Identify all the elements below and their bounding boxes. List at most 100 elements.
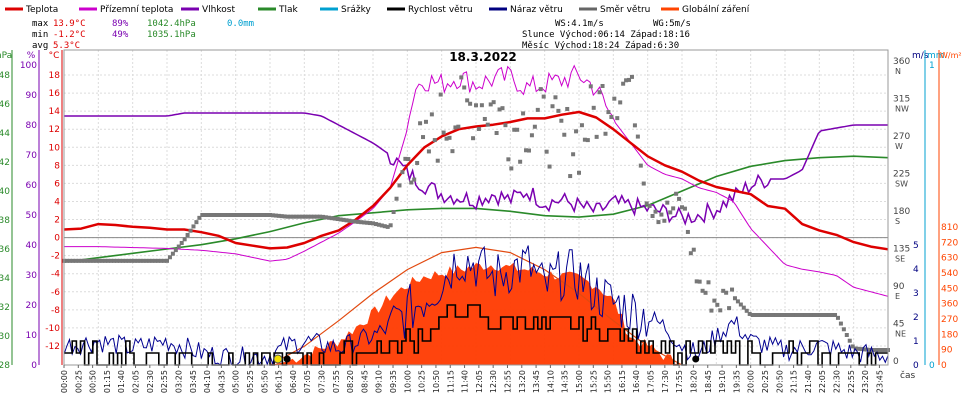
hpa-tick-label: 1034 bbox=[0, 274, 10, 284]
wind-direction-point bbox=[447, 135, 452, 140]
wind-direction-point bbox=[85, 258, 90, 263]
wind-direction-point bbox=[603, 131, 608, 136]
wind-direction-point bbox=[591, 105, 596, 110]
wind-direction-point bbox=[847, 338, 852, 343]
x-tick-label: 00:50 bbox=[89, 370, 98, 393]
wind-direction-point bbox=[329, 216, 334, 221]
wind-direction-point bbox=[691, 247, 696, 252]
x-tick-label: 03:45 bbox=[189, 370, 198, 393]
wind-direction-point bbox=[724, 290, 729, 295]
wm2-tick-label: 630 bbox=[941, 254, 958, 264]
x-tick-label: 13:45 bbox=[532, 370, 541, 393]
sunrise-marker-icon bbox=[273, 354, 283, 364]
hpa-tick-label: 1028 bbox=[0, 361, 10, 371]
x-tick-label: 07:30 bbox=[318, 370, 327, 393]
wind-direction-point bbox=[194, 220, 199, 225]
wind-direction-point bbox=[712, 298, 717, 303]
legend-item-label: Přízemní teplota bbox=[100, 5, 173, 15]
wind-direction-point bbox=[341, 217, 346, 222]
wind-direction-point bbox=[544, 149, 549, 154]
x-tick-label: 03:20 bbox=[174, 370, 183, 393]
wind-direction-point bbox=[850, 344, 855, 349]
ms-tick-label: 5 bbox=[913, 241, 919, 251]
wind-direction-point bbox=[103, 258, 108, 263]
degc-tick-label: -2 bbox=[51, 252, 60, 262]
x-tick-label: 09:10 bbox=[375, 370, 384, 393]
wind-direction-point bbox=[874, 348, 879, 352]
wind-direction-point bbox=[788, 313, 793, 317]
wind-direction-point bbox=[524, 148, 529, 153]
ms-tick-label: 2 bbox=[913, 313, 919, 323]
wind-direction-point bbox=[276, 213, 281, 218]
x-tick-label: 19:35 bbox=[732, 370, 741, 393]
hpa-tick-label: 1044 bbox=[0, 129, 10, 139]
degc-tick-label: 18 bbox=[49, 71, 61, 81]
wind-direction-point bbox=[682, 206, 687, 211]
degc-tick-label: -8 bbox=[51, 306, 60, 316]
direction-tick-name: NW bbox=[895, 105, 909, 114]
wind-direction-point bbox=[550, 104, 555, 109]
direction-tick-name: S bbox=[895, 217, 900, 226]
wind-direction-point bbox=[153, 258, 158, 263]
wm2-tick-label: 90 bbox=[941, 346, 953, 356]
wind-direction-point bbox=[265, 213, 270, 217]
wm2-tick-label: 0 bbox=[941, 361, 947, 371]
wind-direction-point bbox=[129, 258, 134, 263]
wind-direction-point bbox=[694, 279, 699, 284]
stat-label: avg bbox=[32, 41, 48, 51]
legend-item-label: Globální záření bbox=[682, 5, 750, 15]
wind-direction-point bbox=[79, 258, 84, 263]
wind-direction-point bbox=[241, 213, 246, 217]
x-tick-label: 15:50 bbox=[604, 370, 613, 393]
stat-temperature: 13.9°C bbox=[53, 19, 86, 29]
degc-axis-label: °C bbox=[49, 51, 60, 61]
pct-tick-label: 10 bbox=[26, 331, 38, 341]
wind-direction-point bbox=[841, 327, 846, 332]
wind-direction-point bbox=[432, 138, 437, 143]
wind-direction-point bbox=[259, 213, 264, 217]
mm-tick-label: 1 bbox=[929, 61, 935, 71]
wind-direction-point bbox=[506, 157, 511, 162]
wind-direction-point bbox=[176, 244, 181, 249]
wm2-axis-label: W/m² bbox=[940, 51, 962, 60]
wind-direction-point bbox=[226, 213, 231, 217]
wind-direction-point bbox=[406, 157, 411, 162]
hpa-tick-label: 1030 bbox=[0, 332, 10, 342]
direction-tick-name: N bbox=[895, 67, 901, 76]
hpa-tick-label: 1046 bbox=[0, 100, 10, 110]
info-sun: Slunce Východ:06:14 Západ:18:16 bbox=[522, 30, 690, 40]
wind-direction-point bbox=[818, 313, 823, 317]
info-wg: WG:5m/s bbox=[653, 19, 691, 29]
wind-direction-point bbox=[709, 308, 714, 313]
wind-direction-point bbox=[418, 121, 423, 126]
x-tick-label: 20:00 bbox=[747, 370, 756, 393]
pct-tick-label: 30 bbox=[26, 271, 38, 281]
x-tick-label: 02:05 bbox=[132, 370, 141, 393]
wind-direction-point bbox=[318, 214, 323, 219]
wind-direction-point bbox=[791, 313, 796, 317]
wind-direction-point bbox=[585, 138, 590, 143]
wind-direction-point bbox=[100, 258, 105, 263]
wind-direction-point bbox=[388, 223, 393, 228]
x-tick-label: 15:25 bbox=[589, 370, 598, 393]
wind-direction-point bbox=[671, 206, 676, 211]
wind-direction-point bbox=[223, 213, 228, 217]
wind-direction-point bbox=[362, 220, 367, 225]
x-tick-label: 22:05 bbox=[818, 370, 827, 393]
wind-direction-point bbox=[629, 74, 634, 79]
x-tick-label: 10:50 bbox=[432, 370, 441, 393]
wind-direction-point bbox=[209, 213, 214, 217]
wind-direction-point bbox=[588, 84, 593, 89]
x-tick-label: 23:45 bbox=[875, 370, 884, 393]
direction-tick-label: 0 bbox=[893, 357, 899, 367]
wind-gust-line bbox=[63, 245, 889, 367]
wind-direction-point bbox=[365, 220, 370, 225]
wind-direction-point bbox=[597, 90, 602, 95]
ground-temperature-line bbox=[64, 64, 889, 297]
wind-direction-point bbox=[200, 213, 205, 217]
plot-frame bbox=[63, 49, 889, 366]
wind-direction-point bbox=[803, 313, 808, 317]
temperature-line bbox=[63, 110, 889, 251]
wind-direction-point bbox=[232, 213, 237, 217]
